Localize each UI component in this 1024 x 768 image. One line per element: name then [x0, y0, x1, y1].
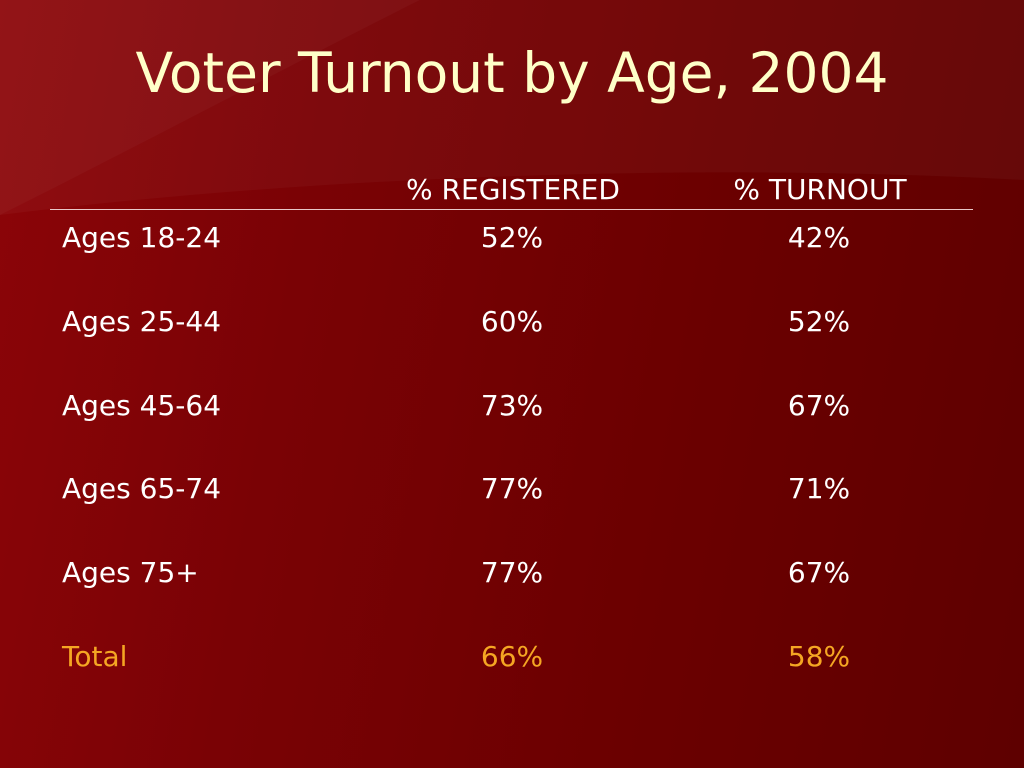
table-row: Ages 18-24 52% 42%: [0, 218, 1024, 258]
table-row: Ages 25-44 60% 52%: [0, 302, 1024, 342]
table-row: Ages 65-74 77% 71%: [0, 469, 1024, 509]
column-header-registered: % REGISTERED: [406, 173, 620, 206]
total-row: Total 66% 58%: [0, 637, 1024, 677]
registered-value: 77%: [480, 556, 544, 589]
slide-title: Voter Turnout by Age, 2004: [135, 41, 889, 105]
turnout-value: 71%: [787, 472, 851, 505]
turnout-value: 52%: [787, 305, 851, 338]
registered-value: 52%: [480, 221, 544, 254]
row-label: Ages 18-24: [62, 221, 222, 254]
turnout-value: 67%: [787, 389, 851, 422]
registered-value: 73%: [480, 389, 544, 422]
total-label: Total: [62, 640, 128, 673]
row-label: Ages 45-64: [62, 389, 222, 422]
table-row: Ages 75+ 77% 67%: [0, 553, 1024, 593]
row-label: Ages 25-44: [62, 305, 222, 338]
total-turnout-value: 58%: [787, 640, 851, 673]
turnout-value: 67%: [787, 556, 851, 589]
registered-value: 77%: [480, 472, 544, 505]
column-header-turnout: % TURNOUT: [733, 173, 907, 206]
table-row: Ages 45-64 73% 67%: [0, 386, 1024, 426]
header-divider: [50, 209, 973, 210]
turnout-value: 42%: [787, 221, 851, 254]
row-label: Ages 75+: [62, 556, 199, 589]
registered-value: 60%: [480, 305, 544, 338]
row-label: Ages 65-74: [62, 472, 222, 505]
total-registered-value: 66%: [480, 640, 544, 673]
